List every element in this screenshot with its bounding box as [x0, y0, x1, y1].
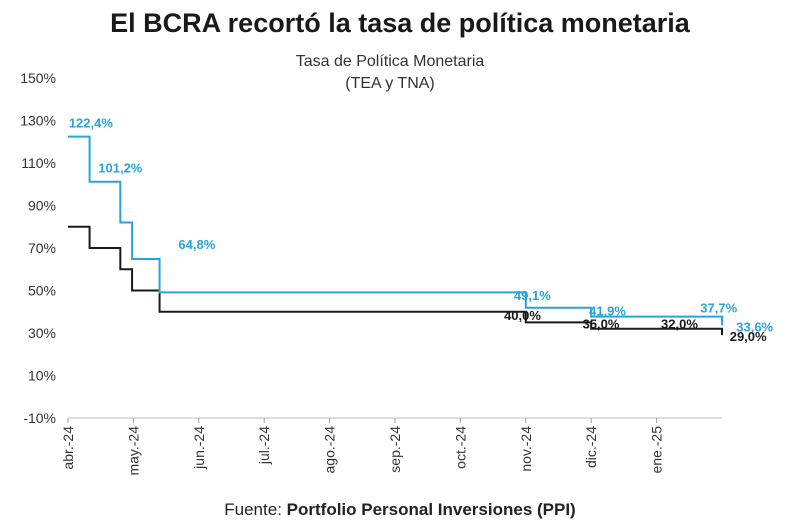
x-tick-label: sep.-24 — [387, 426, 403, 473]
data-label-tna: 35,0% — [583, 316, 620, 331]
y-tick-label: 30% — [28, 325, 56, 341]
data-label-tea: 41,9% — [589, 304, 626, 319]
data-label-tea: 101,2% — [98, 160, 143, 175]
x-tick-label: nov.-24 — [518, 426, 534, 472]
x-tick-label: may.-24 — [125, 426, 141, 476]
y-tick-label: 10% — [28, 368, 56, 384]
y-axis: -10% 10% 30% 50% 70% 90% 110% 130% 150% — [20, 70, 56, 426]
series-layer — [68, 135, 723, 336]
source-note: Fuente: Portfolio Personal Inversiones (… — [0, 500, 800, 520]
y-tick-label: 70% — [28, 240, 56, 256]
page-title: El BCRA recortó la tasa de política mone… — [110, 8, 690, 38]
y-tick-label: 110% — [21, 155, 56, 171]
x-tick-label: dic.-24 — [583, 426, 599, 468]
data-label-tna: 40,0% — [504, 308, 541, 323]
y-tick-label: 90% — [28, 198, 56, 214]
data-label-tea: 64,8% — [178, 237, 215, 252]
data-label-tea: 33,6% — [736, 320, 773, 335]
series-line-tna — [68, 225, 723, 336]
data-label-tna: 29,0% — [730, 329, 767, 344]
chart-subtitle: (TEA y TNA) — [345, 75, 435, 92]
x-tick-label: ene.-25 — [649, 426, 665, 474]
x-axis: abr.-24 may.-24 jun.-24 jul.-24 ago.-24 sep.-… — [60, 417, 722, 476]
y-tick-label: 130% — [20, 113, 56, 129]
x-tick-label: abr.-24 — [60, 426, 76, 470]
source-prefix: Fuente: — [224, 500, 282, 519]
x-tick-label: jun.-24 — [191, 426, 207, 470]
y-tick-label: 50% — [28, 283, 56, 299]
annotation-layer: 122,4% 101,2% 64,8% 49,1% 41,9% 37,7% 33,6% 40,… — [69, 116, 774, 345]
x-tick-label: jul.-24 — [256, 426, 272, 465]
data-label-tea: 49,1% — [514, 288, 551, 303]
chart-title: Tasa de Política Monetaria — [295, 53, 485, 70]
source-name: Portfolio Personal Inversiones (PPI) — [286, 500, 576, 519]
x-tick-label: oct.-24 — [452, 426, 468, 469]
x-tick-label: ago.-24 — [322, 426, 338, 474]
y-tick-label: 150% — [20, 70, 56, 86]
data-label-tna: 32,0% — [661, 316, 698, 331]
y-tick-label: -10% — [23, 410, 56, 426]
data-label-tea: 122,4% — [69, 116, 114, 131]
series-line-tea — [68, 135, 723, 326]
data-label-tea: 37,7% — [700, 301, 737, 316]
